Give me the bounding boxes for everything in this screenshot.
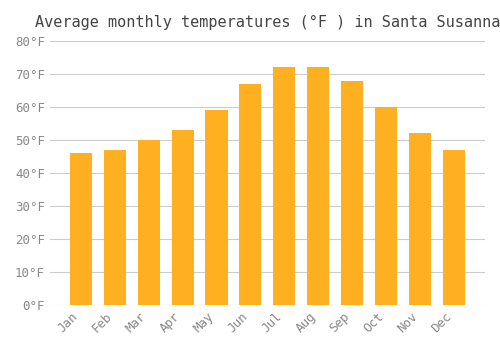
Bar	[206, 110, 228, 305]
Bar	[172, 130, 194, 305]
Bar	[240, 84, 262, 305]
Bar	[172, 130, 194, 305]
Bar	[104, 150, 126, 305]
Bar	[240, 84, 262, 305]
Bar	[138, 140, 160, 305]
Bar	[409, 133, 432, 305]
Bar	[443, 150, 465, 305]
Bar	[308, 67, 330, 305]
Bar	[138, 140, 160, 305]
Bar	[274, 67, 295, 305]
Bar	[342, 80, 363, 305]
Title: Average monthly temperatures (°F ) in Santa Susanna: Average monthly temperatures (°F ) in Sa…	[34, 15, 500, 30]
Bar	[375, 107, 398, 305]
Bar	[70, 153, 92, 305]
Bar	[308, 67, 330, 305]
Bar	[70, 153, 92, 305]
Bar	[375, 107, 398, 305]
Bar	[274, 67, 295, 305]
Bar	[409, 133, 432, 305]
Bar	[104, 150, 126, 305]
Bar	[206, 110, 228, 305]
Bar	[342, 80, 363, 305]
Bar	[443, 150, 465, 305]
